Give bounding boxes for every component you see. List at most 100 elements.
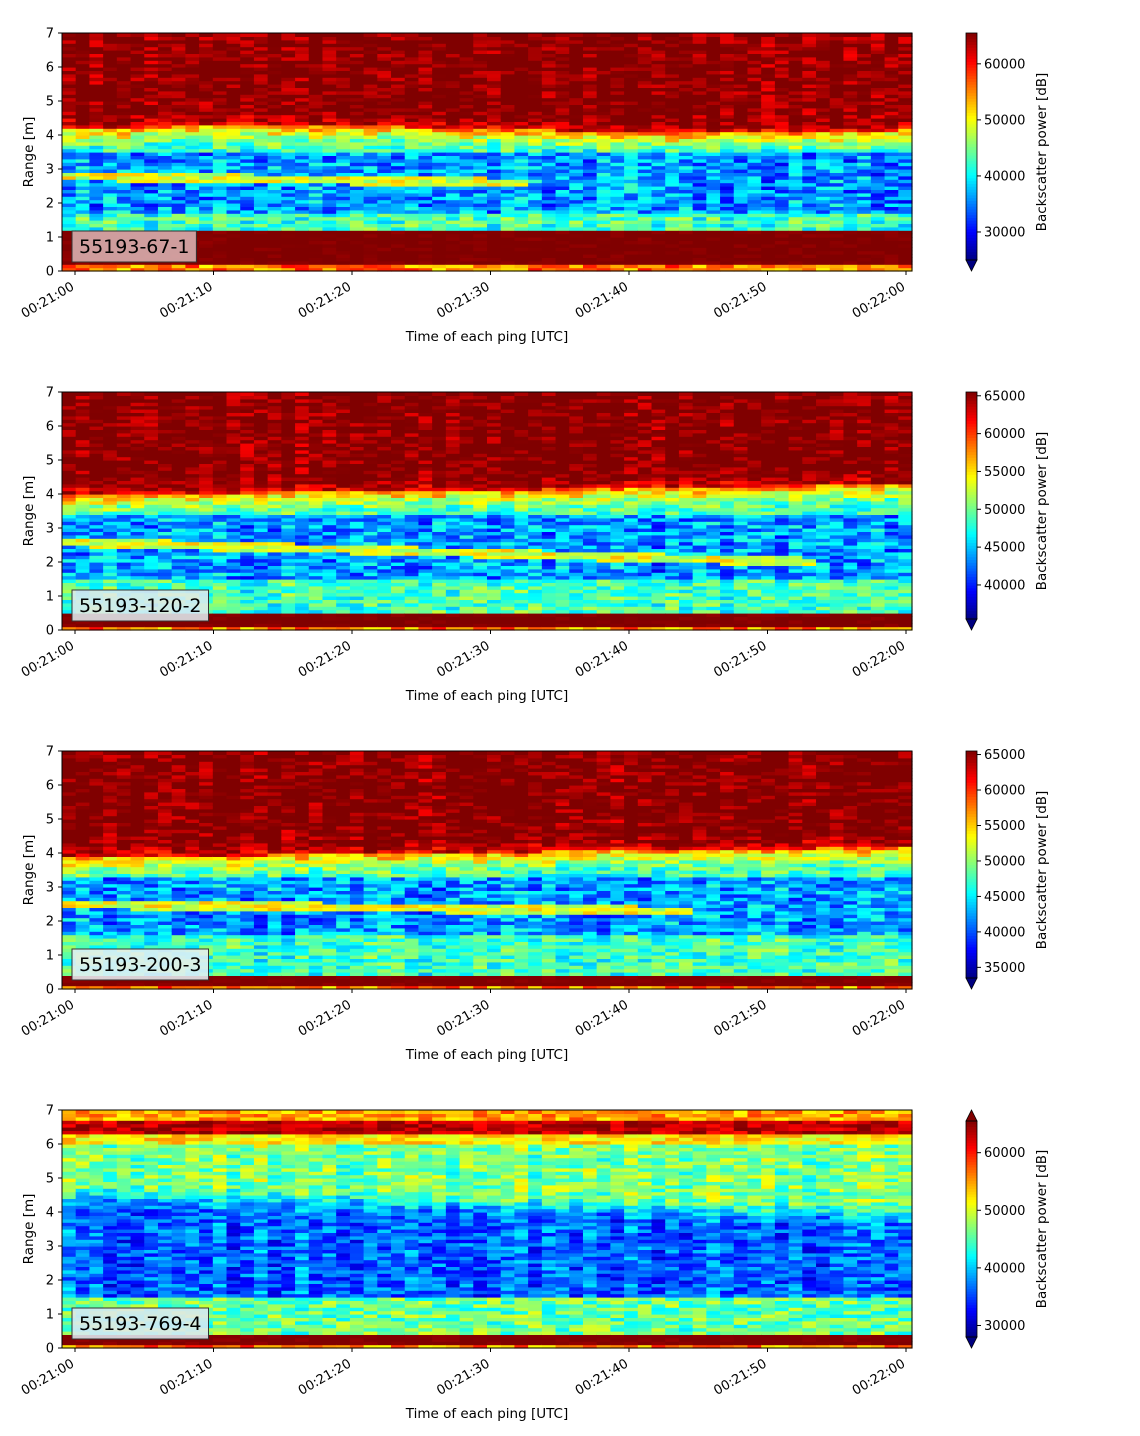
heatmap-cell bbox=[514, 155, 529, 160]
heatmap-cell bbox=[665, 165, 680, 170]
heatmap-cell bbox=[802, 186, 817, 190]
heatmap-cell bbox=[75, 43, 91, 48]
heatmap-cell bbox=[226, 158, 241, 163]
heatmap-cell bbox=[816, 148, 831, 153]
heatmap-cell bbox=[130, 118, 145, 122]
heatmap-cell bbox=[75, 114, 91, 119]
heatmap-cell bbox=[788, 165, 803, 170]
heatmap-cell bbox=[637, 104, 653, 109]
heatmap-cell bbox=[706, 165, 721, 170]
heatmap-cell bbox=[706, 56, 721, 61]
heatmap-cell bbox=[445, 104, 461, 109]
heatmap-cell bbox=[418, 111, 433, 116]
heatmap-cell bbox=[569, 199, 584, 204]
heatmap-cell bbox=[747, 247, 762, 252]
heatmap-cell bbox=[857, 155, 872, 160]
heatmap-cell bbox=[720, 169, 735, 173]
heatmap-cell bbox=[363, 257, 378, 262]
heatmap-cell bbox=[596, 233, 611, 238]
heatmap-cell bbox=[459, 97, 474, 102]
heatmap-cell bbox=[103, 623, 118, 628]
heatmap-cell bbox=[898, 97, 913, 102]
heatmap-cell bbox=[843, 70, 858, 75]
heatmap-cell bbox=[459, 243, 474, 248]
heatmap-cell bbox=[857, 97, 872, 102]
heatmap-cell bbox=[322, 33, 337, 37]
heatmap-cell bbox=[377, 56, 392, 61]
heatmap-cell bbox=[199, 220, 214, 224]
heatmap-cell bbox=[500, 237, 516, 241]
heatmap-cell bbox=[500, 254, 516, 258]
heatmap-cell bbox=[733, 216, 749, 221]
heatmap-cell bbox=[774, 87, 790, 92]
heatmap-cell bbox=[500, 267, 516, 272]
heatmap-cell bbox=[199, 90, 214, 95]
heatmap-cell bbox=[720, 213, 735, 218]
heatmap-cell bbox=[130, 213, 145, 218]
heatmap-cell bbox=[267, 87, 282, 92]
heatmap-cell bbox=[295, 101, 310, 105]
heatmap-cell bbox=[62, 436, 77, 441]
heatmap-cell bbox=[678, 165, 694, 170]
heatmap-cell bbox=[267, 104, 282, 109]
heatmap-cell bbox=[500, 104, 516, 109]
heatmap-cell bbox=[363, 216, 378, 221]
heatmap-cell bbox=[473, 220, 488, 224]
heatmap-cell bbox=[103, 619, 118, 624]
heatmap-cell bbox=[624, 175, 639, 180]
heatmap-cell bbox=[500, 124, 516, 129]
heatmap-cell bbox=[185, 36, 200, 41]
heatmap-cell bbox=[75, 216, 91, 221]
heatmap-cell bbox=[377, 226, 392, 231]
heatmap-cell bbox=[788, 50, 803, 54]
heatmap-cell bbox=[116, 562, 132, 566]
heatmap-cell bbox=[62, 415, 77, 420]
heatmap-cell bbox=[89, 203, 104, 207]
heatmap-cell bbox=[596, 43, 611, 48]
heatmap-cell bbox=[144, 90, 159, 95]
heatmap-cell bbox=[692, 124, 707, 129]
heatmap-cell bbox=[541, 237, 557, 241]
heatmap-cell bbox=[720, 182, 735, 187]
heatmap-cell bbox=[596, 223, 611, 228]
heatmap-cell bbox=[377, 36, 392, 41]
heatmap-cell bbox=[62, 466, 77, 471]
heatmap-cell bbox=[555, 141, 570, 146]
heatmap-cell bbox=[75, 39, 91, 44]
heatmap-cell bbox=[541, 254, 557, 258]
heatmap-cell bbox=[336, 107, 351, 112]
colorbar-segment bbox=[966, 248, 977, 253]
heatmap-cell bbox=[89, 422, 104, 427]
heatmap-cell bbox=[802, 114, 817, 119]
heatmap-cell bbox=[295, 230, 310, 235]
heatmap-cell bbox=[336, 199, 351, 204]
colorbar-segment bbox=[966, 132, 977, 136]
heatmap-cell bbox=[678, 128, 694, 133]
heatmap-cell bbox=[377, 84, 392, 88]
colorbar-segment bbox=[966, 120, 977, 125]
heatmap-cell bbox=[185, 169, 200, 173]
heatmap-cell bbox=[336, 175, 351, 180]
heatmap-cell bbox=[747, 118, 762, 122]
heatmap-cell bbox=[678, 124, 694, 129]
heatmap-cell bbox=[336, 257, 351, 262]
y-tick-label: 5 bbox=[46, 95, 54, 110]
heatmap-cell bbox=[432, 80, 447, 85]
heatmap-cell bbox=[295, 152, 310, 156]
heatmap-cell bbox=[404, 145, 420, 150]
heatmap-cell bbox=[199, 233, 214, 238]
heatmap-cell bbox=[253, 118, 269, 122]
heatmap-cell bbox=[829, 240, 845, 245]
heatmap-cell bbox=[720, 118, 735, 122]
heatmap-cell bbox=[720, 101, 735, 105]
heatmap-cell bbox=[281, 87, 296, 92]
heatmap-cell bbox=[555, 172, 570, 177]
heatmap-cell bbox=[199, 138, 214, 143]
heatmap-cell bbox=[144, 141, 159, 146]
heatmap-cell bbox=[89, 545, 104, 549]
heatmap-cell bbox=[884, 104, 899, 109]
heatmap-cell bbox=[733, 107, 749, 112]
heatmap-cell bbox=[624, 199, 639, 204]
heatmap-cell bbox=[240, 189, 255, 194]
heatmap-cell bbox=[295, 135, 310, 139]
